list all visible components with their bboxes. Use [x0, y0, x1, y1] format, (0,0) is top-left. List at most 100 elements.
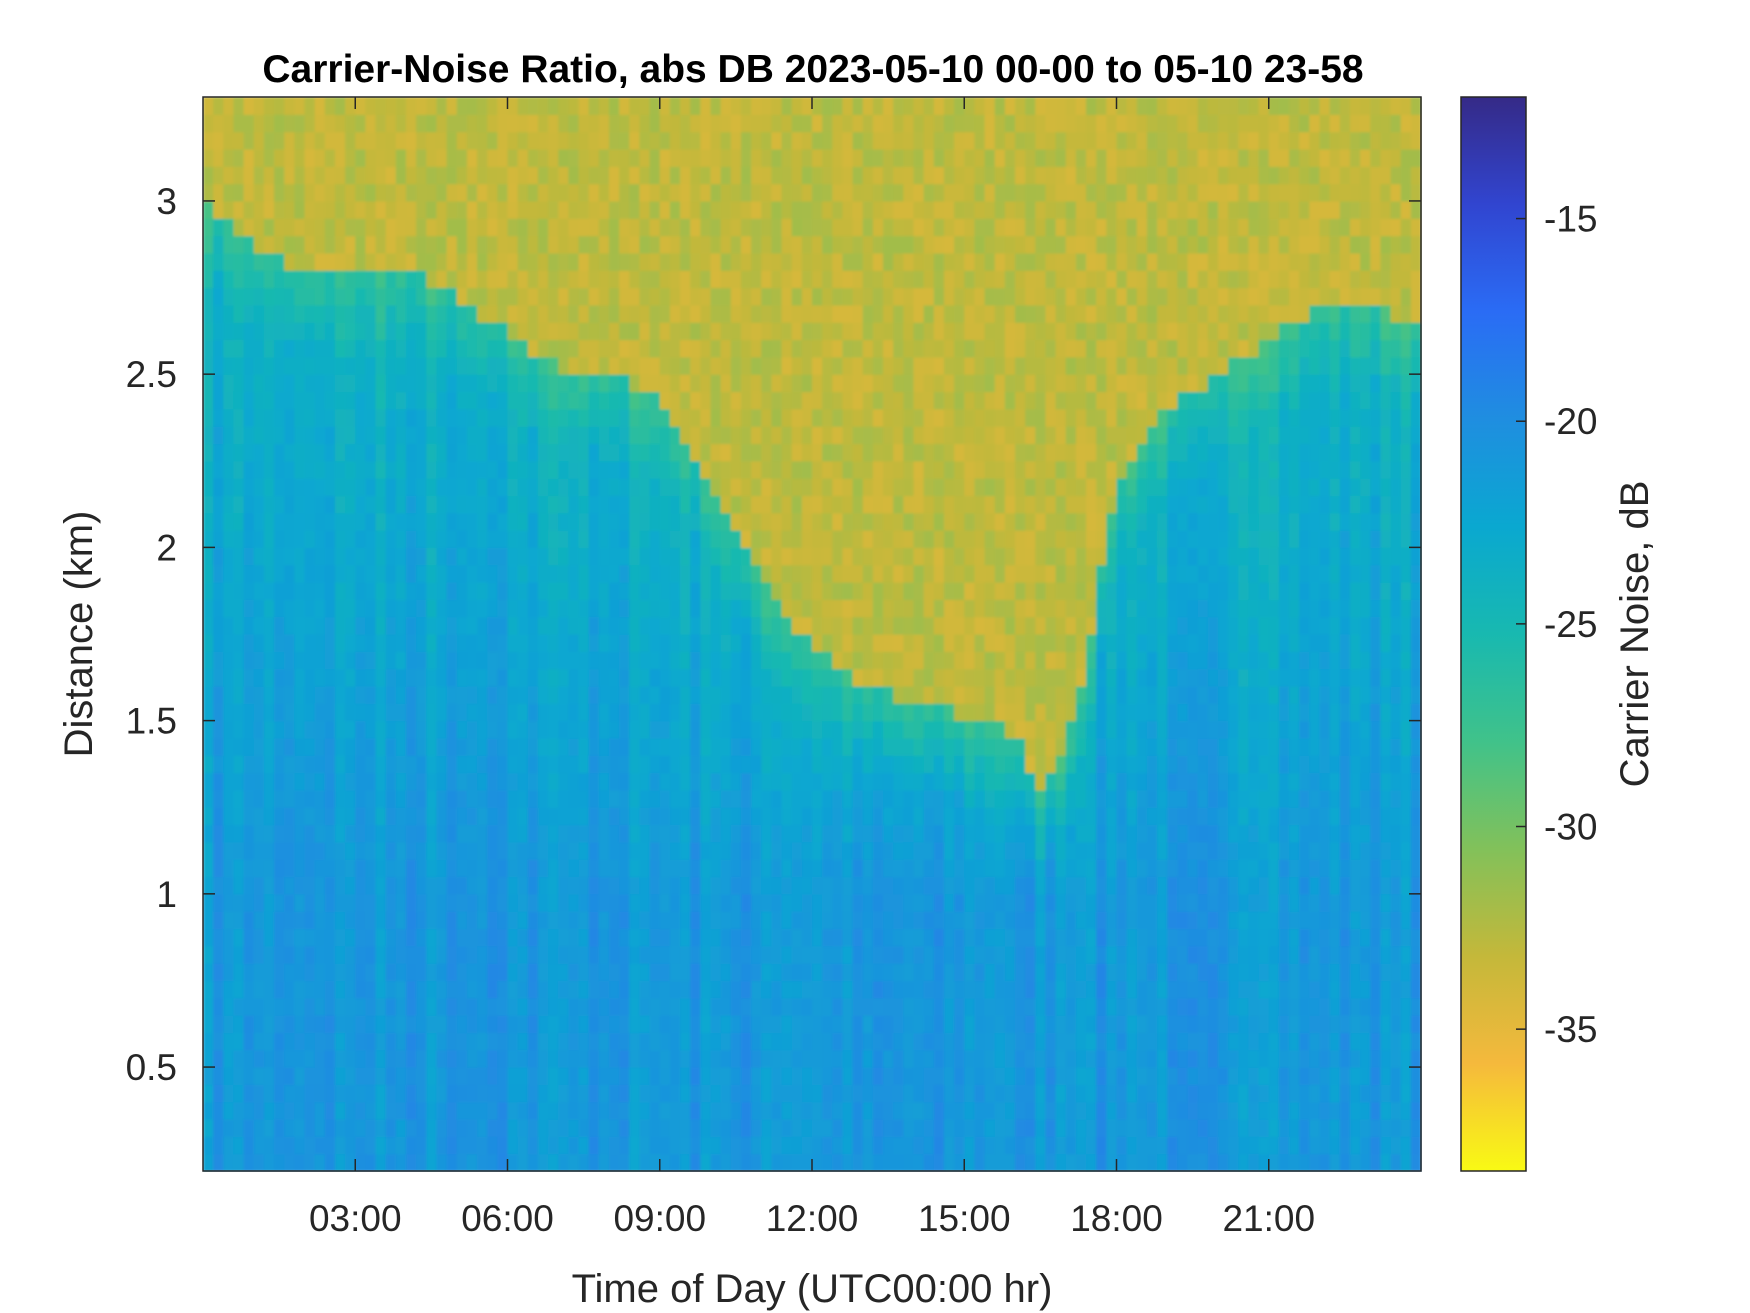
heatmap-cell [903, 564, 915, 583]
heatmap-cell [771, 824, 783, 843]
heatmap-cell [842, 530, 854, 548]
heatmap-cell [781, 755, 793, 774]
heatmap-cell [548, 235, 559, 254]
heatmap-cell [954, 1119, 965, 1137]
heatmap-cell [954, 148, 965, 167]
heatmap-cell [862, 530, 874, 548]
heatmap-cell [852, 737, 864, 756]
heatmap-cell [832, 1049, 844, 1068]
heatmap-cell [1004, 1101, 1016, 1120]
heatmap-cell [345, 183, 356, 202]
heatmap-cell [426, 478, 438, 497]
heatmap-cell [334, 356, 346, 375]
heatmap-cell [730, 1084, 742, 1103]
heatmap-cell [893, 668, 904, 687]
heatmap-cell [365, 928, 377, 947]
heatmap-cell [558, 651, 569, 670]
heatmap-cell [954, 841, 965, 860]
heatmap-cell [365, 478, 377, 497]
heatmap-cell [263, 200, 275, 219]
heatmap-cell [852, 1101, 864, 1120]
heatmap-cell [436, 270, 448, 289]
heatmap-cell [903, 1015, 915, 1034]
heatmap-cell [294, 512, 306, 531]
heatmap-cell [578, 928, 590, 947]
heatmap-cell [954, 270, 965, 289]
heatmap-cell [872, 218, 884, 237]
heatmap-cell [954, 97, 965, 115]
heatmap-cell [842, 807, 854, 826]
heatmap-cell [710, 287, 722, 306]
heatmap-cell [517, 322, 529, 341]
heatmap-cell [497, 443, 509, 462]
heatmap-cell [649, 893, 661, 912]
heatmap-cell [690, 1067, 701, 1085]
heatmap-cell [994, 685, 1006, 704]
heatmap-cell [507, 235, 519, 254]
heatmap-cell [263, 599, 275, 618]
heatmap-cell [720, 1015, 732, 1034]
heatmap-cell [334, 997, 346, 1016]
heatmap-cell [852, 841, 864, 860]
heatmap-cell [355, 200, 366, 219]
heatmap-cell [669, 1067, 681, 1085]
heatmap-cell [477, 408, 488, 427]
heatmap-cell [913, 97, 925, 115]
heatmap-cell [284, 911, 295, 930]
heatmap-cell [466, 166, 478, 185]
heatmap-cell [680, 1084, 691, 1103]
heatmap-cell [751, 720, 762, 739]
heatmap-cell [558, 512, 569, 531]
heatmap-cell [253, 668, 265, 687]
heatmap-cell [740, 460, 752, 479]
heatmap-cell [872, 374, 884, 393]
heatmap-cell [801, 876, 813, 895]
heatmap-cell [659, 166, 671, 185]
heatmap-cell [923, 547, 935, 566]
heatmap-cell [487, 166, 498, 185]
heatmap-cell [609, 443, 620, 462]
heatmap-cell [284, 807, 295, 826]
heatmap-cell [304, 339, 316, 358]
heatmap-cell [740, 287, 752, 306]
heatmap-cell [883, 599, 894, 618]
heatmap-cell [537, 1101, 549, 1120]
heatmap-cell [274, 997, 285, 1016]
heatmap-cell [903, 928, 915, 947]
heatmap-cell [223, 980, 235, 999]
heatmap-cell [832, 980, 844, 999]
heatmap-cell [274, 270, 285, 289]
heatmap-cell [659, 97, 671, 115]
heatmap-cell [943, 807, 955, 826]
heatmap-cell [375, 339, 387, 358]
heatmap-cell [791, 114, 803, 133]
heatmap-cell [365, 841, 377, 860]
heatmap-cell [751, 980, 762, 999]
heatmap-cell [527, 893, 539, 912]
heatmap-cell [406, 841, 417, 860]
heatmap-cell [568, 1015, 580, 1034]
heatmap-cell [436, 408, 448, 427]
heatmap-cell [1004, 634, 1016, 652]
heatmap-cell [954, 391, 965, 410]
heatmap-plot-area [202, 96, 1422, 1172]
heatmap-cell [659, 1084, 671, 1103]
heatmap-cell [619, 755, 630, 774]
heatmap-cell [274, 287, 285, 306]
heatmap-cell [466, 460, 478, 479]
heatmap-cell [578, 789, 590, 808]
heatmap-cell [822, 703, 833, 722]
heatmap-cell [213, 980, 224, 999]
heatmap-cell [527, 685, 539, 704]
heatmap-cell [598, 114, 610, 133]
heatmap-cell [355, 755, 366, 774]
heatmap-cell [213, 807, 224, 826]
heatmap-cell [994, 426, 1006, 445]
heatmap-cell [801, 1101, 813, 1120]
heatmap-cell [771, 928, 783, 947]
heatmap-cell [1015, 668, 1026, 687]
heatmap-cell [466, 980, 478, 999]
heatmap-cell [984, 789, 996, 808]
heatmap-cell [548, 928, 559, 947]
heatmap-cell [395, 200, 407, 219]
